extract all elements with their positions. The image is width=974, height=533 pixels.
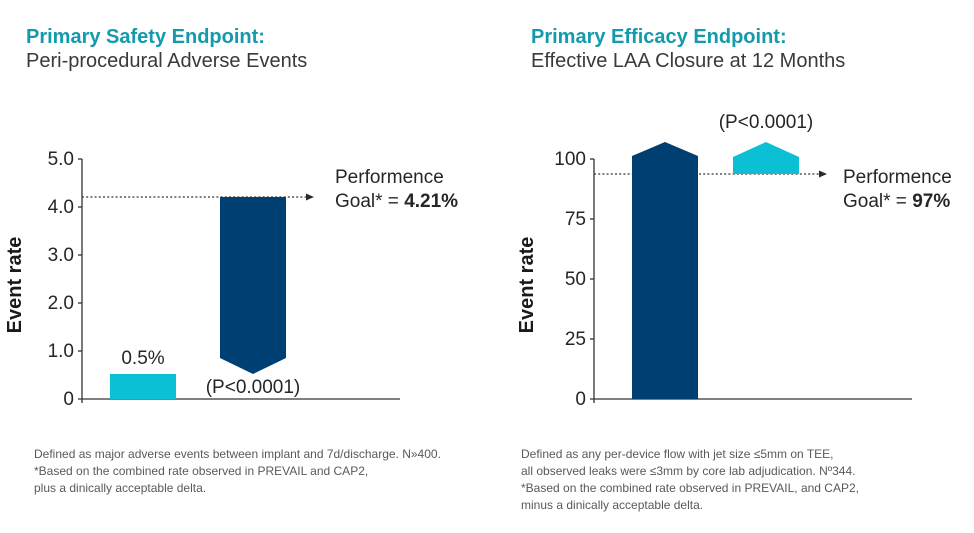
svg-text:5.0: 5.0 xyxy=(48,149,74,170)
svg-text:Performence: Performence xyxy=(843,167,952,188)
svg-text:75: 75 xyxy=(565,209,586,230)
svg-text:3.0: 3.0 xyxy=(48,245,74,266)
svg-text:Goal* = 97%: Goal* = 97% xyxy=(843,191,950,212)
svg-text:Performence: Performence xyxy=(335,167,444,188)
svg-text:0.5%: 0.5% xyxy=(121,348,164,369)
svg-text:2.0: 2.0 xyxy=(48,293,74,314)
svg-text:(P<0.0001): (P<0.0001) xyxy=(719,112,814,133)
svg-text:Event rate: Event rate xyxy=(516,237,538,334)
svg-text:25: 25 xyxy=(565,329,586,350)
svg-text:4.0: 4.0 xyxy=(48,197,74,218)
svg-text:0: 0 xyxy=(575,389,586,410)
svg-text:0: 0 xyxy=(63,389,74,410)
svg-text:(P<0.0001): (P<0.0001) xyxy=(206,377,301,398)
svg-text:50: 50 xyxy=(565,269,586,290)
svg-text:Event rate: Event rate xyxy=(4,237,26,334)
svg-text:100: 100 xyxy=(554,149,586,170)
svg-text:Goal* = 4.21%: Goal* = 4.21% xyxy=(335,191,458,212)
svg-text:1.0: 1.0 xyxy=(48,341,74,362)
